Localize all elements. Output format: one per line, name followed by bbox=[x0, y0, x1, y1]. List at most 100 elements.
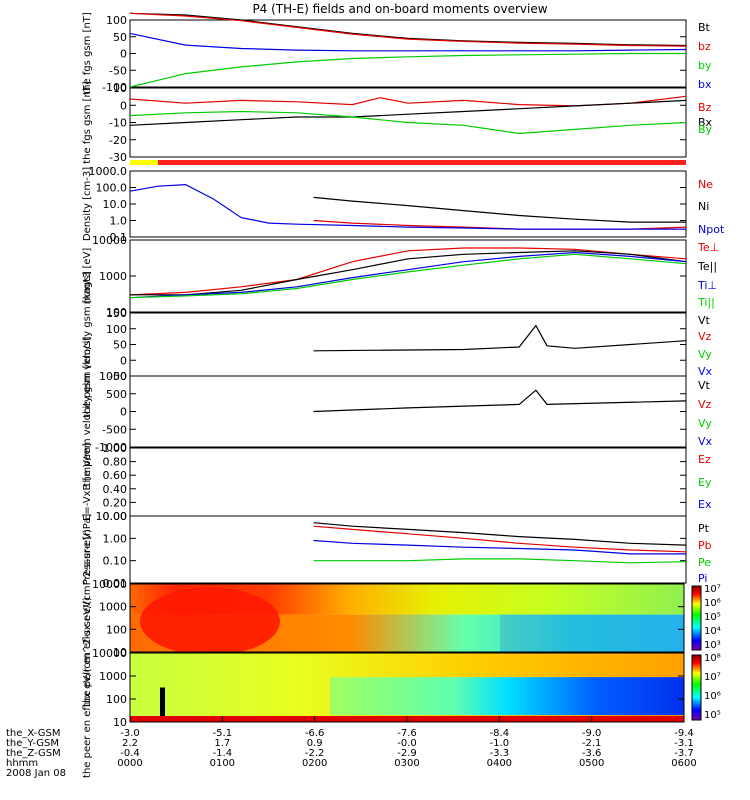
legend-bz: bz bbox=[698, 40, 711, 53]
colorbar-label: 10⁷ bbox=[704, 672, 721, 683]
status-bar-red bbox=[158, 160, 686, 165]
legend-Vy: Vy bbox=[698, 348, 712, 361]
series-Ti|| bbox=[129, 253, 687, 299]
ytick-label: 10000 bbox=[92, 234, 127, 247]
ytick-label: -500 bbox=[102, 423, 127, 436]
ytick-label: -1000 bbox=[95, 441, 127, 454]
date-label: 2008 Jan 08 bbox=[6, 768, 66, 779]
series-Te|| bbox=[130, 250, 687, 296]
panel-8: 10.00 1.00 0.10 0.01 Pressure [nPa] Pt Pb Pe Pi bbox=[82, 510, 712, 590]
ytick-label: 10000 bbox=[92, 647, 127, 660]
ytick-label: 0.1 bbox=[110, 231, 128, 244]
ytick-label: 500 bbox=[106, 388, 127, 401]
ion-spectrogram-dropout bbox=[500, 614, 684, 652]
xtick-label: 2.2 bbox=[122, 738, 138, 749]
legend-Pb: Pb bbox=[698, 539, 712, 552]
xtick-label: -2.2 bbox=[305, 748, 325, 759]
legend-Vx: Vx bbox=[698, 365, 713, 378]
legend-Vy: Vy bbox=[698, 417, 712, 430]
xtick-label: 0400 bbox=[487, 758, 512, 769]
xtick-label: -2.1 bbox=[582, 738, 602, 749]
series-Vt bbox=[313, 324, 687, 352]
ytick-label: 1000.0 bbox=[89, 165, 128, 178]
colorbar-label: 10⁴ bbox=[704, 626, 721, 637]
colorbar bbox=[691, 585, 702, 651]
series-Vt bbox=[313, 389, 687, 413]
ytick-label: -30 bbox=[109, 151, 127, 164]
panel-ylabel: E=-VxB [mV/m] bbox=[82, 443, 93, 521]
ytick-label: 50 bbox=[113, 339, 127, 352]
colorbar bbox=[691, 654, 702, 721]
ytick-label: 1000 bbox=[99, 370, 127, 383]
panel-ylabel: Density [cm-3] bbox=[82, 167, 93, 241]
ytick-label: 10.00 bbox=[96, 510, 128, 523]
panel-9: 10000 1000 100 10 the peir en eflux eV/(cm^2… bbox=[82, 529, 721, 707]
ytick-label: 0 bbox=[120, 48, 127, 61]
legend-Bt: Bt bbox=[698, 21, 711, 34]
ytick-label: 150 bbox=[106, 307, 127, 320]
legend-Ti⊥: Ti⊥ bbox=[697, 279, 717, 292]
ytick-label: 1.00 bbox=[103, 442, 128, 455]
legend-Pe: Pe bbox=[698, 556, 711, 569]
figure-title: P4 (TH-E) fields and on-board moments ov… bbox=[252, 2, 547, 16]
ytick-label: -10 bbox=[109, 117, 127, 130]
xtick-label: -0.0 bbox=[397, 738, 417, 749]
series-Ti⊥ bbox=[129, 251, 687, 299]
panel-3: 1000.0 100.0 10.0 1.0 0.1 Density [cm-3] Ne Ni N… bbox=[82, 165, 725, 244]
ytick-label: 100 bbox=[106, 693, 127, 706]
electron-data-gap bbox=[160, 687, 165, 722]
colorbar-label: 10⁸ bbox=[704, 653, 721, 664]
ytick-label: 1000 bbox=[99, 670, 127, 683]
panel-ylabel: the peer en eflux eV/(cm^2-s-sr-eV) bbox=[82, 597, 93, 778]
ytick-label: 100 bbox=[106, 623, 127, 636]
ytick-label: -50 bbox=[109, 370, 127, 383]
panel-7: 1.000.800.600.400.200.00 E=-VxB [mV/m] Ez E… bbox=[82, 442, 712, 523]
series-by bbox=[129, 52, 686, 88]
xaxis-row-label: the_Z-GSM bbox=[6, 748, 61, 759]
ytick-label: 10 bbox=[113, 716, 127, 729]
xtick-label: -7.6 bbox=[397, 728, 417, 739]
panel-ylabel: the fgs gsm [nT] bbox=[82, 12, 93, 95]
xaxis-row-label: the_X-GSM bbox=[6, 728, 60, 739]
panel-frame bbox=[129, 447, 687, 517]
legend-Bz: Bz bbox=[698, 101, 712, 114]
panel-frame bbox=[129, 583, 685, 653]
ytick-label: 10.0 bbox=[103, 198, 128, 211]
legend-Vz: Vz bbox=[698, 398, 712, 411]
legend-Vz: Vz bbox=[698, 330, 712, 343]
ytick-label: 0 bbox=[120, 354, 127, 367]
xtick-label: -3.7 bbox=[674, 748, 694, 759]
colorbar-label: 10³ bbox=[704, 640, 721, 651]
ytick-label: 1.00 bbox=[103, 532, 128, 545]
series-bz bbox=[129, 12, 687, 47]
ytick-label: 0 bbox=[120, 406, 127, 419]
series-By bbox=[129, 110, 687, 135]
panel-frame bbox=[129, 312, 687, 377]
legend-Bx: Bx bbox=[698, 116, 713, 129]
xtick-label: 0.9 bbox=[307, 738, 323, 749]
xtick-label: 0500 bbox=[579, 758, 604, 769]
panel-frame bbox=[129, 515, 687, 584]
panel-10: 10000 1000 100 10 the peer en eflux eV/(cm^2… bbox=[82, 597, 721, 778]
xtick-label: 0600 bbox=[671, 758, 696, 769]
colorbar-label: 10⁷ bbox=[704, 584, 721, 595]
ytick-label: 0.80 bbox=[103, 456, 128, 469]
xtick-label: 0200 bbox=[302, 758, 327, 769]
legend-Te⊥: Te⊥ bbox=[697, 241, 719, 254]
ytick-label: 0.01 bbox=[103, 577, 128, 590]
colorbar-label: 10⁶ bbox=[704, 598, 721, 609]
panel-1: 100 50 0 -50 -100 the fgs gsm [nT] Bt bz by bx bbox=[82, 12, 712, 95]
series-Te⊥ bbox=[129, 247, 687, 296]
ytick-label: 0.60 bbox=[103, 469, 128, 482]
ytick-label: -50 bbox=[109, 64, 127, 77]
legend-Pt: Pt bbox=[698, 522, 710, 535]
legend-Ne: Ne bbox=[698, 178, 713, 191]
xtick-label: -9.4 bbox=[674, 728, 694, 739]
xtick-label: -3.6 bbox=[582, 748, 602, 759]
legend-Te||: Te|| bbox=[697, 260, 717, 273]
electron-spectrogram-low bbox=[330, 677, 684, 716]
